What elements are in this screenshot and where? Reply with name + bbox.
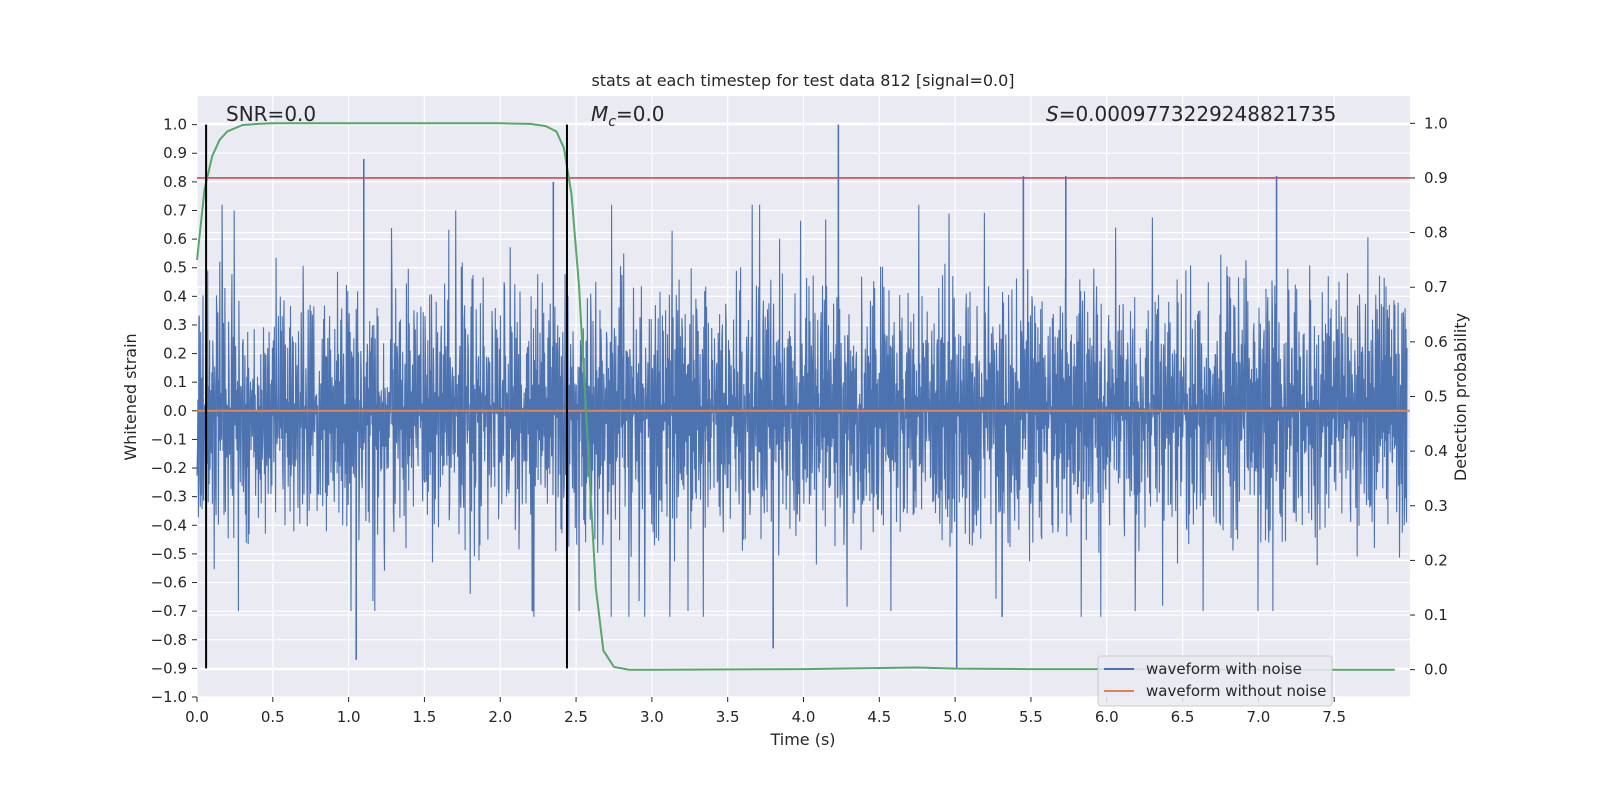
x-tick-label: 6.5	[1171, 708, 1195, 726]
mc-annotation: Mc=0.0	[591, 102, 665, 130]
y-tick-label-left: −0.2	[151, 459, 187, 477]
s-symbol: S	[1046, 102, 1059, 126]
y-tick-label-left: −0.7	[151, 602, 187, 620]
y-tick-label-left: 0.9	[163, 144, 187, 162]
axes-layer: 0.0 0.5 1.0 1.5 2.0 2.5 3.0 3.5 4.0 4.5 5.0 5.5 6.0 6…	[151, 114, 1448, 726]
legend-label-clean: waveform without noise	[1146, 682, 1326, 700]
y-tick-label-left: −0.1	[151, 430, 187, 448]
x-tick-label: 4.0	[792, 708, 816, 726]
y-tick-label-left: 0.4	[163, 287, 187, 305]
y-tick-label-left: −0.8	[151, 631, 187, 649]
legend-box	[1097, 655, 1333, 707]
x-tick-label: 3.5	[716, 708, 740, 726]
chart-title: stats at each timestep for test data 812…	[591, 71, 1014, 90]
y-tick-label-left: 0.6	[163, 230, 187, 248]
x-tick-label: 1.0	[337, 708, 361, 726]
y-tick-label-right: 1.0	[1424, 114, 1448, 132]
x-tick-label: 0.0	[185, 708, 209, 726]
legend-label-noise: waveform with noise	[1146, 660, 1302, 678]
y-axis-label-left: Whitened strain	[121, 333, 140, 460]
y-tick-label-left: −0.5	[151, 545, 187, 563]
s-value: =0.0009773229248821735	[1059, 102, 1337, 126]
y-tick-label-left: −0.6	[151, 574, 187, 592]
s-annotation: S=0.0009773229248821735	[1046, 102, 1336, 126]
x-tick-label: 7.0	[1246, 708, 1270, 726]
x-tick-label: 1.5	[413, 708, 437, 726]
y-tick-label-left: 1.0	[163, 116, 187, 134]
legend: waveform with noise waveform without noi…	[1097, 655, 1333, 707]
y-tick-label-right: 0.2	[1424, 551, 1448, 569]
y-tick-label-right: 0.5	[1424, 388, 1448, 406]
y-tick-label-left: −0.4	[151, 516, 187, 534]
x-tick-label: 2.5	[564, 708, 588, 726]
mc-subscript: c	[608, 114, 616, 130]
y-tick-label-right: 0.0	[1424, 661, 1448, 679]
mc-symbol: M	[591, 102, 608, 126]
y-tick-label-right: 0.4	[1424, 442, 1448, 460]
x-tick-label: 0.5	[261, 708, 285, 726]
y-tick-label-left: 0.5	[163, 259, 187, 277]
y-tick-label-left: 0.7	[163, 201, 187, 219]
y-tick-label-right: 0.7	[1424, 278, 1448, 296]
x-tick-label: 4.5	[867, 708, 891, 726]
snr-prefix: SNR=	[226, 102, 284, 126]
series-layer	[196, 122, 1410, 671]
y-tick-label-left: −0.3	[151, 488, 187, 506]
y-tick-label-right: 0.1	[1424, 606, 1448, 624]
y-tick-label-left: 0.0	[163, 402, 187, 420]
x-tick-label: 2.0	[488, 708, 512, 726]
x-tick-label: 5.5	[1019, 708, 1043, 726]
y-tick-label-right: 0.3	[1424, 497, 1448, 515]
y-tick-label-left: −0.9	[151, 659, 187, 677]
noise-waveform-path	[196, 204, 1408, 617]
y-tick-label-left: 0.3	[163, 316, 187, 334]
y-tick-label-right: 0.9	[1424, 169, 1448, 187]
y-tick-label-left: −1.0	[151, 688, 187, 706]
x-tick-label: 3.0	[640, 708, 664, 726]
y-tick-label-right: 0.6	[1424, 333, 1448, 351]
y-tick-label-left: 0.2	[163, 345, 187, 363]
y-tick-label-left: 0.1	[163, 373, 187, 391]
y-tick-label-left: 0.8	[163, 173, 187, 191]
snr-value: 0.0	[284, 102, 316, 126]
snr-annotation: SNR=0.0	[226, 102, 316, 126]
y-tick-label-right: 0.8	[1424, 224, 1448, 242]
x-tick-label: 6.0	[1095, 708, 1119, 726]
x-tick-label: 7.5	[1322, 708, 1346, 726]
x-axis-label: Time (s)	[769, 730, 835, 749]
mc-value: =0.0	[616, 102, 665, 126]
x-tick-label: 5.0	[943, 708, 967, 726]
noise-waveform-layer	[196, 124, 1408, 669]
y-axis-label-right: Detection probability	[1451, 313, 1470, 481]
